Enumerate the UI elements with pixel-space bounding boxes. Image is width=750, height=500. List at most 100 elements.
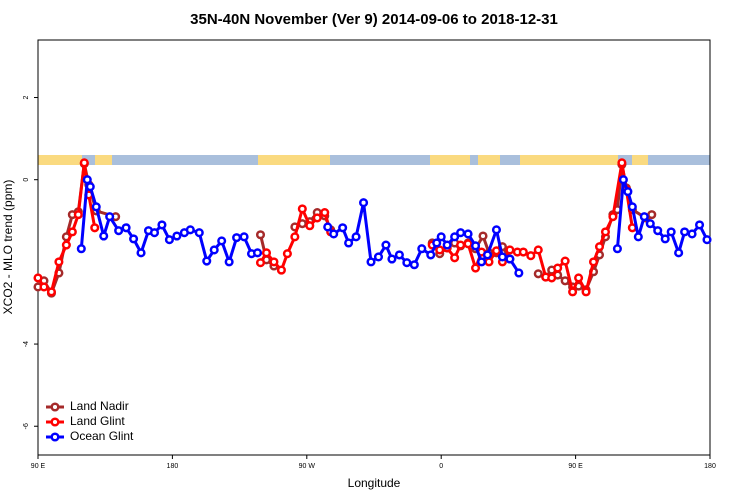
data-point	[426, 250, 436, 260]
data-point	[608, 212, 618, 222]
data-point	[323, 222, 333, 232]
data-point	[547, 273, 557, 283]
plot-frame	[37, 39, 711, 456]
data-point	[618, 175, 628, 185]
y-axis-label: XCO2 - MLO trend (ppm)	[1, 180, 15, 315]
data-point	[514, 268, 524, 278]
data-point	[560, 256, 570, 266]
data-point	[627, 202, 637, 212]
data-point	[358, 198, 369, 208]
data-point	[224, 257, 234, 267]
legend-marker	[50, 402, 60, 412]
data-point	[121, 223, 131, 233]
data-point	[209, 245, 219, 255]
data-point	[99, 231, 109, 241]
data-point	[172, 231, 182, 241]
data-point	[252, 248, 263, 258]
data-point	[702, 235, 712, 245]
data-point	[633, 232, 643, 242]
legend-label: Land Nadir	[70, 399, 129, 413]
data-point	[476, 257, 487, 267]
data-point	[581, 287, 591, 297]
data-point	[470, 263, 481, 273]
data-point	[435, 245, 445, 255]
data-point	[82, 175, 92, 185]
data-point	[194, 228, 204, 238]
data-point	[432, 238, 442, 248]
data-point	[533, 245, 543, 255]
data-point	[387, 254, 397, 264]
data-point	[600, 227, 611, 237]
data-point	[255, 258, 266, 268]
data-point	[202, 256, 212, 266]
data-point	[217, 236, 227, 246]
legend-label: Ocean Glint	[70, 429, 134, 443]
data-point	[79, 158, 89, 168]
data-point	[442, 240, 452, 250]
data-point	[491, 246, 502, 256]
data-point	[568, 287, 578, 297]
data-point	[463, 229, 473, 239]
data-point	[687, 229, 697, 239]
data-point	[290, 232, 300, 242]
data-point	[505, 245, 515, 255]
data-point	[470, 241, 481, 251]
data-point	[674, 248, 684, 258]
data-point	[381, 240, 391, 250]
data-point	[33, 273, 43, 283]
x-axis-label: Longitude	[348, 476, 401, 490]
data-point	[255, 230, 266, 240]
y-tick-label: 0	[23, 178, 30, 182]
data-point	[526, 251, 536, 261]
data-point	[305, 221, 315, 231]
data-point	[450, 253, 460, 263]
data-point	[456, 240, 466, 250]
data-point	[39, 282, 49, 292]
data-point	[660, 234, 670, 244]
legend-marker	[50, 417, 60, 427]
x-tick-label: 90 W	[299, 463, 316, 470]
data-point	[612, 244, 622, 254]
data-point	[484, 257, 494, 267]
data-point	[312, 213, 322, 223]
data-point	[90, 223, 100, 233]
data-point	[505, 254, 515, 264]
data-point	[694, 220, 705, 230]
data-point	[497, 252, 507, 262]
data-point	[46, 287, 56, 297]
data-point	[617, 158, 627, 168]
x-tick-label: 0	[439, 463, 443, 470]
chart-title: 35N-40N November (Ver 9) 2014-09-06 to 2…	[190, 11, 558, 28]
data-point	[373, 252, 384, 262]
data-point	[136, 248, 146, 258]
data-point	[338, 223, 348, 233]
data-point	[149, 228, 160, 238]
data-point	[276, 265, 286, 275]
data-point	[574, 273, 584, 283]
data-point	[553, 263, 563, 273]
data-point	[185, 225, 195, 235]
data-point	[417, 244, 427, 254]
data-point	[560, 276, 570, 286]
data-point	[653, 226, 663, 236]
data-point	[329, 229, 339, 239]
data-point	[320, 208, 330, 218]
y-tick-label: 2	[23, 95, 30, 99]
data-point	[85, 182, 95, 192]
y-tick-label: -6	[23, 423, 30, 429]
data-point	[105, 212, 115, 222]
data-point	[91, 202, 101, 212]
data-point	[54, 257, 64, 267]
data-point	[666, 227, 676, 237]
data-point	[394, 250, 404, 260]
x-tick-label: 180	[704, 463, 716, 470]
data-point	[409, 260, 419, 270]
data-point	[129, 234, 139, 244]
data-point	[450, 232, 460, 242]
data-point	[76, 244, 86, 254]
data-point	[269, 257, 279, 267]
data-point	[680, 227, 690, 237]
data-point	[344, 238, 354, 248]
data-point	[482, 250, 493, 260]
data-point	[645, 219, 655, 229]
